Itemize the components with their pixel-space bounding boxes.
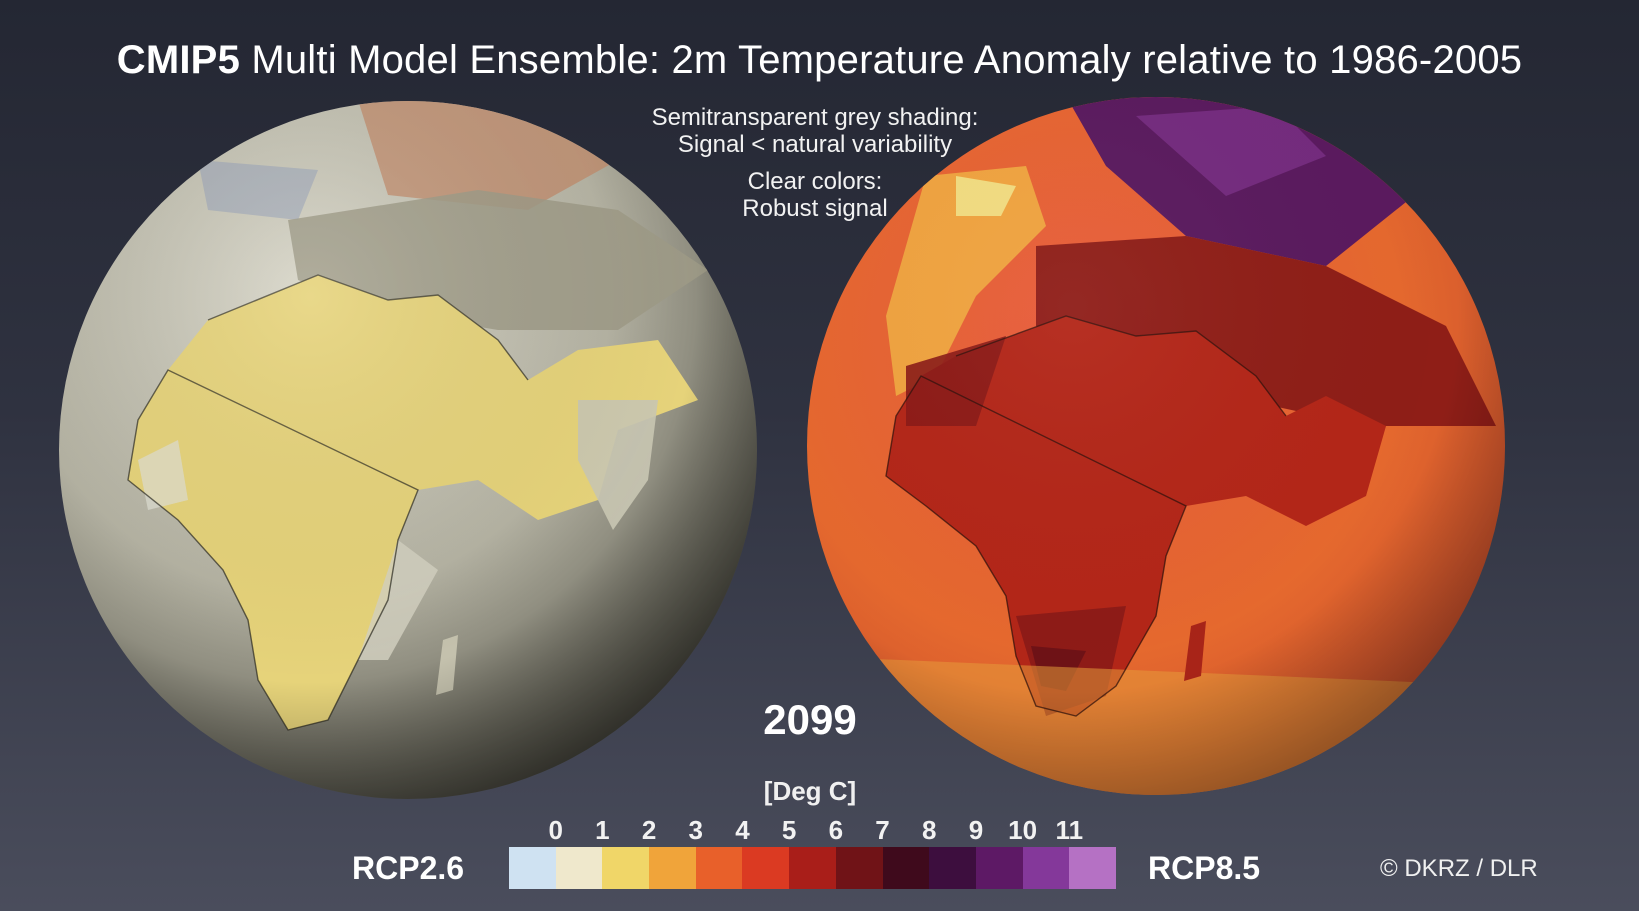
- globe-rcp26-image: [59, 101, 757, 799]
- clear-note-line2: Robust signal: [742, 195, 888, 222]
- colorbar-tick-label: 10: [1008, 815, 1038, 845]
- colorbar-swatch: [835, 847, 883, 889]
- clear-note-line1: Clear colors:: [747, 168, 883, 195]
- colorbar-tick-label: 2: [641, 815, 657, 845]
- shading-legend-note: Semitransparent grey shading: Signal < n…: [610, 104, 1020, 158]
- colorbar-tick-label: 9: [968, 815, 984, 845]
- figure-title: CMIP5 Multi Model Ensemble: 2m Temperatu…: [0, 38, 1639, 83]
- colorbar-swatch: [1022, 847, 1070, 889]
- colorbar-swatch: [649, 847, 696, 889]
- title-rest: Multi Model Ensemble: 2m Temperature Ano…: [240, 38, 1523, 82]
- clear-colors-note: Clear colors: Robust signal: [610, 168, 1020, 222]
- shading-note-line1: Semitransparent grey shading:: [651, 104, 979, 131]
- colorbar-tick-label: 6: [828, 815, 844, 845]
- colorbar-ticks: 0 1 2 3 4 5 6 7 8 9 10 11: [509, 815, 1116, 847]
- globe-rcp26: [58, 100, 758, 800]
- colorbar-tick-label: 1: [595, 815, 610, 845]
- colorbar-swatch: [555, 847, 603, 889]
- colorbar-tick-label: 4: [735, 815, 750, 845]
- scenario-label-rcp85: RCP8.5: [1148, 850, 1261, 886]
- colorbar-unit-label: [Deg C]: [763, 776, 857, 806]
- colorbar-swatch: [975, 847, 1023, 889]
- colorbar-swatch: [789, 847, 836, 889]
- colorbar-tick-label: 8: [921, 815, 937, 845]
- colorbar-swatch: [509, 847, 556, 889]
- colorbar-swatch: [602, 847, 650, 889]
- colorbar-tick-label: 11: [1055, 815, 1084, 845]
- colorbar-tick-label: 0: [548, 815, 563, 845]
- colorbar-swatch: [1069, 847, 1116, 889]
- scenario-label-rcp26: RCP2.6: [352, 850, 465, 886]
- title-bold-part: CMIP5: [116, 38, 241, 82]
- year-label: 2099: [763, 696, 857, 743]
- globe-rcp85: [806, 96, 1506, 796]
- colorbar-tick-label: 5: [781, 815, 797, 845]
- colorbar-tick-label: 7: [875, 815, 890, 845]
- colorbar-tick-label: 3: [688, 815, 703, 845]
- copyright-credit: © DKRZ / DLR: [1380, 855, 1538, 882]
- colorbar-swatch: [742, 847, 790, 889]
- shading-note-line2: Signal < natural variability: [677, 131, 953, 158]
- colorbar-swatch: [695, 847, 743, 889]
- colorbar-swatch: [929, 847, 976, 889]
- globe-rcp85-image: [807, 97, 1505, 795]
- temperature-colorbar: [509, 847, 1116, 889]
- colorbar-swatch: [882, 847, 930, 889]
